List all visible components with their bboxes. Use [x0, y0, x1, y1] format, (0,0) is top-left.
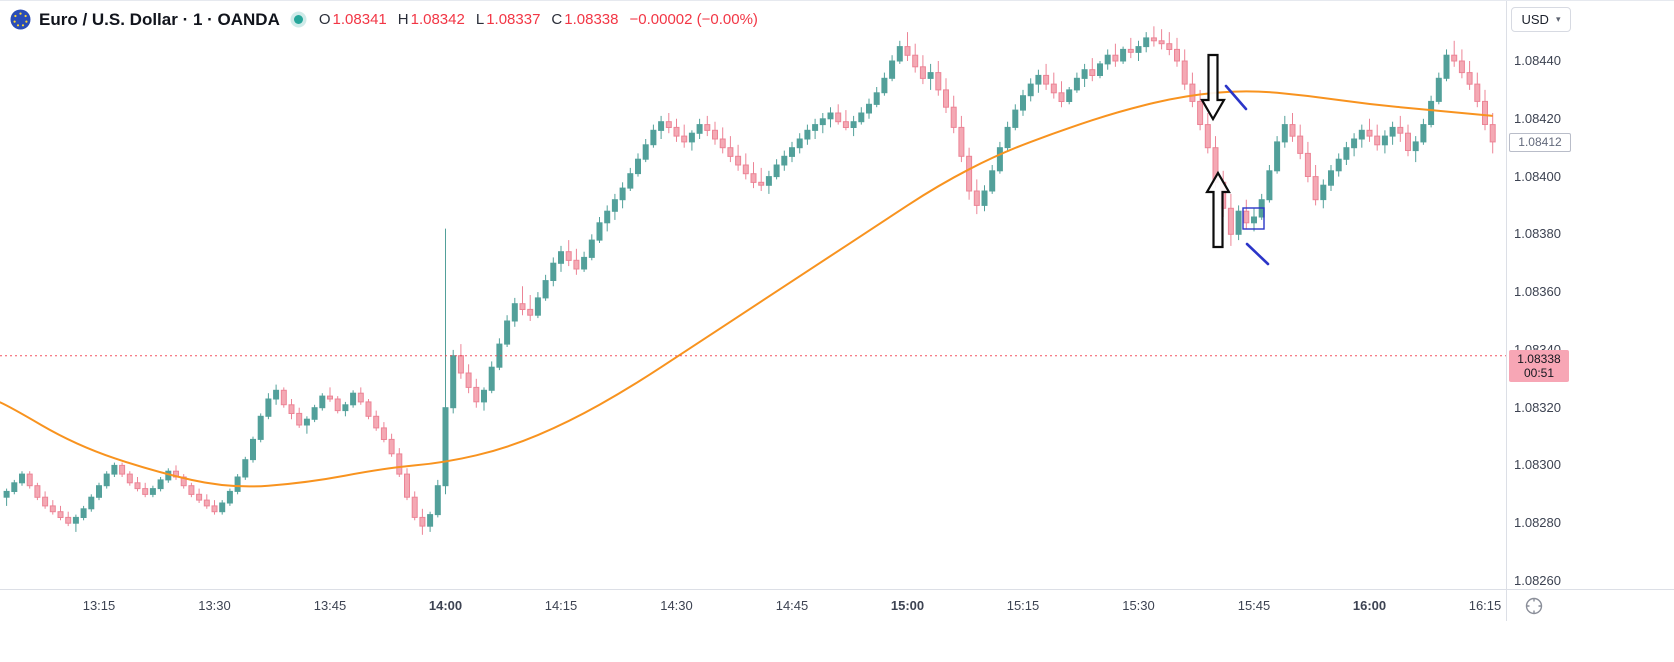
ohlc-item: C 1.08338 [551, 11, 618, 28]
highlight-rect-annotation [1242, 207, 1265, 230]
time-tick-label: 15:15 [1006, 598, 1040, 613]
target-icon[interactable] [1522, 594, 1546, 618]
price-tick-label: 1.08400 [1514, 168, 1561, 184]
price-tick-label: 1.08260 [1514, 573, 1561, 588]
chart-plot-area[interactable]: Euro / U.S. Dollar · 1 · OANDA O 1.08341 H… [0, 1, 1506, 589]
axis-separator [1506, 589, 1507, 621]
time-tick-label: 13:15 [82, 598, 116, 613]
ohlc-item: L 1.08337 [476, 11, 541, 28]
candlestick-chart[interactable] [0, 1, 1506, 589]
price-axis[interactable]: USD ▾ 1.08440 1.08420 1.08400 1.08380 1.0836… [1506, 1, 1674, 589]
time-tick-label: 13:45 [313, 598, 347, 613]
price-tick-label: 1.08420 [1514, 110, 1561, 126]
time-tick-label: 15:00 [890, 598, 925, 613]
candles [3, 26, 1496, 535]
ohlc-field-value: 1.08338 [564, 11, 619, 28]
price-tick-label: 1.08320 [1514, 399, 1561, 415]
time-tick-label: 14:00 [428, 598, 463, 613]
price-tick-label: 1.08300 [1514, 457, 1561, 473]
time-tick-label: 14:45 [775, 598, 809, 613]
last-close-price-badge: 1.08412 [1509, 132, 1571, 152]
time-tick-label: 16:00 [1352, 598, 1387, 613]
ohlc-field-label: L [475, 11, 485, 28]
time-tick-label: 14:30 [660, 598, 693, 613]
ohlc-item: O 1.08341 [319, 11, 387, 28]
ohlc-field-value: 1.08337 [486, 11, 541, 28]
down-arrow-annotation [1200, 53, 1226, 122]
trend-mark-annotation [1224, 84, 1248, 111]
price-tick-label: 1.08280 [1514, 515, 1561, 531]
time-tick-label: 15:45 [1237, 598, 1271, 613]
chevron-down-icon: ▾ [1555, 14, 1561, 24]
time-tick-label: 14:15 [544, 598, 578, 613]
symbol-title[interactable]: Euro / U.S. Dollar · 1 · OANDA [39, 9, 280, 29]
ohlc-item: H 1.08342 [398, 11, 465, 28]
trend-mark-annotation [1245, 242, 1270, 266]
symbol-legend: Euro / U.S. Dollar · 1 · OANDA O 1.08341 H… [10, 9, 758, 30]
price-tick-label: 1.08380 [1514, 226, 1561, 242]
ohlc-field-label: H [397, 11, 409, 28]
time-axis[interactable]: 13:15 13:30 13:45 14:00 14:15 14:30 14:45 15:00… [0, 589, 1674, 622]
realtime-price-badge: 1.08338 00:51 [1509, 349, 1569, 382]
symbol-logo-icon [10, 9, 31, 30]
price-change: −0.00002 (−0.00%) [629, 11, 758, 28]
price-tick-label: 1.08440 [1514, 53, 1561, 68]
up-arrow-annotation [1205, 170, 1231, 249]
ohlc-field-label: C [551, 11, 563, 28]
currency-label: USD [1521, 12, 1549, 27]
time-tick-label: 16:15 [1468, 598, 1502, 613]
time-tick-label: 15:30 [1122, 598, 1155, 613]
market-status-dot [293, 15, 303, 24]
ohlc-values: O 1.08341 H 1.08342 L 1.08337 C 1.08338 −0.00002… [319, 11, 758, 28]
ma-line [0, 90, 1493, 488]
bar-countdown: 00:51 [1523, 365, 1555, 380]
realtime-price: 1.08338 [1517, 351, 1561, 366]
time-tick-label: 13:30 [198, 598, 231, 613]
ohlc-field-value: 1.08341 [332, 11, 387, 28]
ohlc-field-value: 1.08342 [410, 11, 465, 28]
price-tick-label: 1.08360 [1514, 284, 1561, 300]
ohlc-field-label: O [318, 11, 331, 28]
currency-toggle-button[interactable]: USD ▾ [1511, 7, 1571, 32]
